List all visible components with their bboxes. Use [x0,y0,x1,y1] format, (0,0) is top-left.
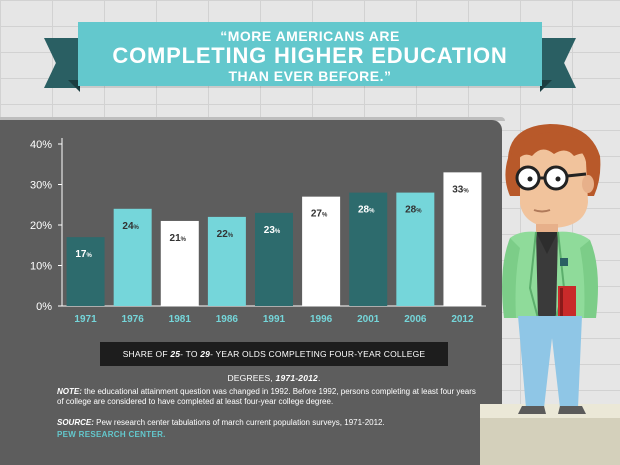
bar [302,196,341,306]
note-text: the educational attainment question was … [57,387,476,406]
title-banner: “MORE AMERICANS ARE COMPLETING HIGHER ED… [78,22,542,86]
data-label-unit: % [134,225,140,231]
caption-age-b: 29 [200,349,211,359]
caption-mid1: - TO [180,349,201,359]
panel-shadow [0,117,505,121]
data-label: 21% [170,233,187,244]
bar [160,220,199,306]
x-tick-label: 1996 [310,314,333,325]
caption-end: . [317,373,321,383]
note-label: NOTE: [57,387,82,396]
data-label: 27% [311,209,328,220]
caption-age-a: 25 [170,349,181,359]
data-label-unit: % [369,209,375,215]
x-tick-label: 1976 [122,314,145,325]
x-tick-label: 2001 [357,314,380,325]
y-tick-label: 20% [30,220,52,232]
data-label: 28% [358,205,375,216]
data-label-unit: % [228,233,234,239]
caption-pre: SHARE OF [122,349,171,359]
data-label-unit: % [275,229,281,235]
data-label: 22% [217,229,234,240]
source-label: SOURCE: [57,418,94,427]
data-label: 24% [122,221,139,232]
data-label-unit: % [86,253,92,259]
data-label-unit: % [322,213,328,219]
note: NOTE: the educational attainment questio… [57,387,477,407]
bar [396,192,435,306]
title-line-3: THAN EVER BEFORE.” [228,68,392,84]
x-tick-label: 1991 [263,314,286,325]
caption-mid2: - YEAR OLDS COMPLETING FOUR-YEAR COLLEGE… [210,349,426,383]
pedestal-top [480,404,620,418]
bar [66,237,105,306]
source-text: Pew research center tabulations of march… [93,418,385,427]
title-line-1: “MORE AMERICANS ARE [220,28,400,44]
data-label: 28% [405,205,422,216]
data-label-unit: % [416,209,422,215]
title-line-2: COMPLETING HIGHER EDUCATION [112,43,508,68]
chart-caption: SHARE OF 25- TO 29- YEAR OLDS COMPLETING… [100,342,448,383]
bar [113,208,152,306]
x-tick-label: 1981 [169,314,192,325]
y-tick-label: 30% [30,180,52,192]
data-label: 23% [264,225,281,236]
data-label: 33% [452,184,469,195]
x-tick-label: 2006 [404,314,427,325]
source: SOURCE: Pew research center tabulations … [57,418,477,428]
bar [349,192,388,306]
data-label: 17% [75,249,92,260]
x-tick-label: 1971 [74,314,97,325]
bar-chart: 0% 10% 20% 30% 40% 1971 17% 1976 24% 1981 21% 1986 2… [30,138,486,325]
pedestal-front [480,418,620,465]
bar [207,216,246,306]
bar [443,172,482,306]
x-tick-label: 2012 [451,314,474,325]
bar [255,212,293,306]
y-tick-label: 10% [30,261,52,273]
y-tick-label: 0% [36,301,52,313]
credit: PEW RESEARCH CENTER. [57,430,166,439]
y-tick-label: 40% [30,139,52,151]
student-illustration [502,124,601,414]
data-label-unit: % [181,237,187,243]
x-tick-label: 1986 [216,314,239,325]
data-label-unit: % [463,188,469,194]
caption-years: 1971-2012 [275,373,318,383]
